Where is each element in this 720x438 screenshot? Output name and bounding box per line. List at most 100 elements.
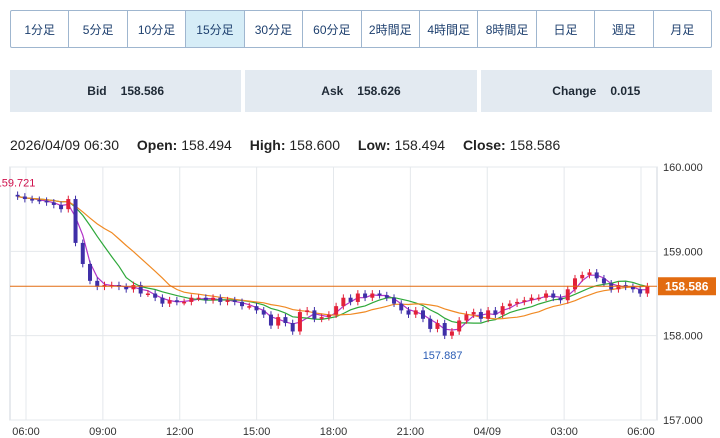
tab-10min[interactable]: 10分足	[128, 11, 187, 47]
candle-body	[80, 242, 85, 264]
candle-body	[457, 320, 462, 332]
ask-label: Ask	[321, 84, 344, 98]
tab-monthly[interactable]: 月足	[670, 22, 695, 37]
candle-body	[406, 310, 411, 315]
candle-body	[558, 297, 563, 301]
y-tick-label: 159.000	[663, 246, 703, 258]
tab-daily[interactable]: 日足	[537, 11, 596, 47]
candle-body	[616, 285, 621, 290]
candle-body	[370, 293, 375, 298]
candlestick-chart[interactable]: 158.586 160.000 159.000 158.000 157.000 06:00…	[0, 156, 720, 438]
change-box: Change 0.015	[480, 70, 712, 112]
candle-body	[522, 300, 527, 302]
change-value: 0.015	[610, 84, 641, 98]
ma-mid-line	[17, 195, 648, 324]
timeframe-tabs: 1分足 5分足 10分足 15分足 30分足 60分足 2時間足 4時間足 8時…	[10, 10, 712, 48]
ohlc-readout: 2026/04/09 06:30 Open: 158.494 High: 158…	[10, 137, 560, 153]
candle-body	[529, 297, 534, 301]
open-value: 158.494	[181, 137, 232, 153]
chart-axes: 158.586 160.000 159.000 158.000 157.000 06:00…	[10, 162, 716, 438]
candle-body	[392, 297, 397, 304]
ma-long-line	[17, 195, 648, 320]
tab-1min[interactable]: 1分足	[11, 11, 70, 47]
open-label: Open:	[136, 137, 178, 153]
candle-body	[95, 280, 100, 287]
tab-4hour[interactable]: 4時間足	[420, 11, 479, 47]
tab-weekly[interactable]: 週足	[595, 11, 654, 47]
high-value: 158.600	[289, 137, 340, 153]
x-tick-label: 21:00	[397, 426, 425, 438]
candle-body	[203, 297, 208, 301]
ask-value: 158.626	[357, 84, 401, 98]
candle-body	[124, 286, 129, 290]
candle-body	[254, 306, 259, 311]
chart-annotations: 159.721 157.887	[0, 178, 462, 363]
change-label: Change	[552, 84, 597, 98]
candle-body	[22, 196, 27, 200]
candle-body	[276, 317, 281, 326]
close-label: Close:	[462, 137, 506, 153]
x-tick-label: 09:00	[89, 426, 117, 438]
candle-body	[15, 194, 20, 197]
candle-body	[73, 199, 78, 243]
candle-body	[638, 289, 643, 294]
candle-body	[377, 293, 382, 296]
candle-body	[464, 314, 469, 321]
candle-body	[30, 199, 35, 201]
candle-body	[319, 317, 324, 319]
candle-body	[312, 310, 317, 319]
x-tick-label: 15:00	[243, 426, 271, 438]
quote-bar: Bid 158.586 Ask 158.626 Change 0.015	[10, 70, 712, 112]
candle-body	[363, 293, 368, 298]
candle-body	[167, 300, 172, 304]
candle-body	[442, 323, 447, 336]
candle-body	[66, 199, 71, 210]
candle-body	[44, 200, 49, 203]
candle-body	[182, 301, 187, 304]
tab-30min[interactable]: 30分足	[245, 11, 304, 47]
candle-body	[630, 286, 635, 290]
candle-body	[305, 310, 310, 313]
x-tick-label: 06:00	[12, 426, 40, 438]
candle-body	[283, 317, 288, 324]
ohlc-datetime: 2026/04/09 06:30	[10, 137, 119, 153]
candle-body	[334, 306, 339, 315]
candle-body	[420, 310, 425, 319]
candle-body	[594, 272, 599, 279]
candle-body	[268, 314, 273, 326]
candle-body	[37, 199, 42, 202]
bid-box: Bid 158.586	[10, 70, 242, 112]
low-value: 158.494	[394, 137, 446, 153]
candle-body	[449, 331, 454, 336]
x-tick-label: 03:00	[550, 426, 578, 438]
x-tick-label: 04/09	[473, 426, 501, 438]
candle-body	[145, 293, 150, 295]
ask-box: Ask 158.626	[245, 70, 477, 112]
y-tick-label: 157.000	[663, 415, 703, 427]
current-price-badge	[658, 277, 716, 296]
candle-body	[88, 263, 93, 281]
x-tick-label: 12:00	[166, 426, 194, 438]
current-price-label: 158.586	[665, 280, 709, 294]
tab-2hour[interactable]: 2時間足	[362, 11, 420, 47]
high-label: High:	[249, 137, 286, 153]
candle-body	[59, 204, 64, 210]
candle-body	[261, 310, 266, 315]
candle-body	[478, 312, 483, 319]
bid-value: 158.586	[120, 84, 165, 98]
tab-5min[interactable]: 5分足	[69, 11, 128, 47]
candle-body	[211, 297, 216, 301]
tab-15min[interactable]: 15分足	[186, 11, 245, 47]
candle-body	[565, 289, 570, 301]
candle-body	[160, 297, 165, 304]
candle-body	[399, 303, 404, 311]
tab-60min[interactable]: 60分足	[303, 11, 362, 47]
tab-8hour[interactable]: 8時間足	[478, 11, 537, 47]
candle-body	[507, 303, 512, 307]
candle-body	[428, 318, 433, 329]
close-value: 158.586	[509, 137, 561, 153]
candle-body	[348, 297, 353, 302]
candle-body	[515, 301, 520, 304]
chart-grid	[9, 166, 658, 421]
bid-label: Bid	[87, 84, 107, 98]
